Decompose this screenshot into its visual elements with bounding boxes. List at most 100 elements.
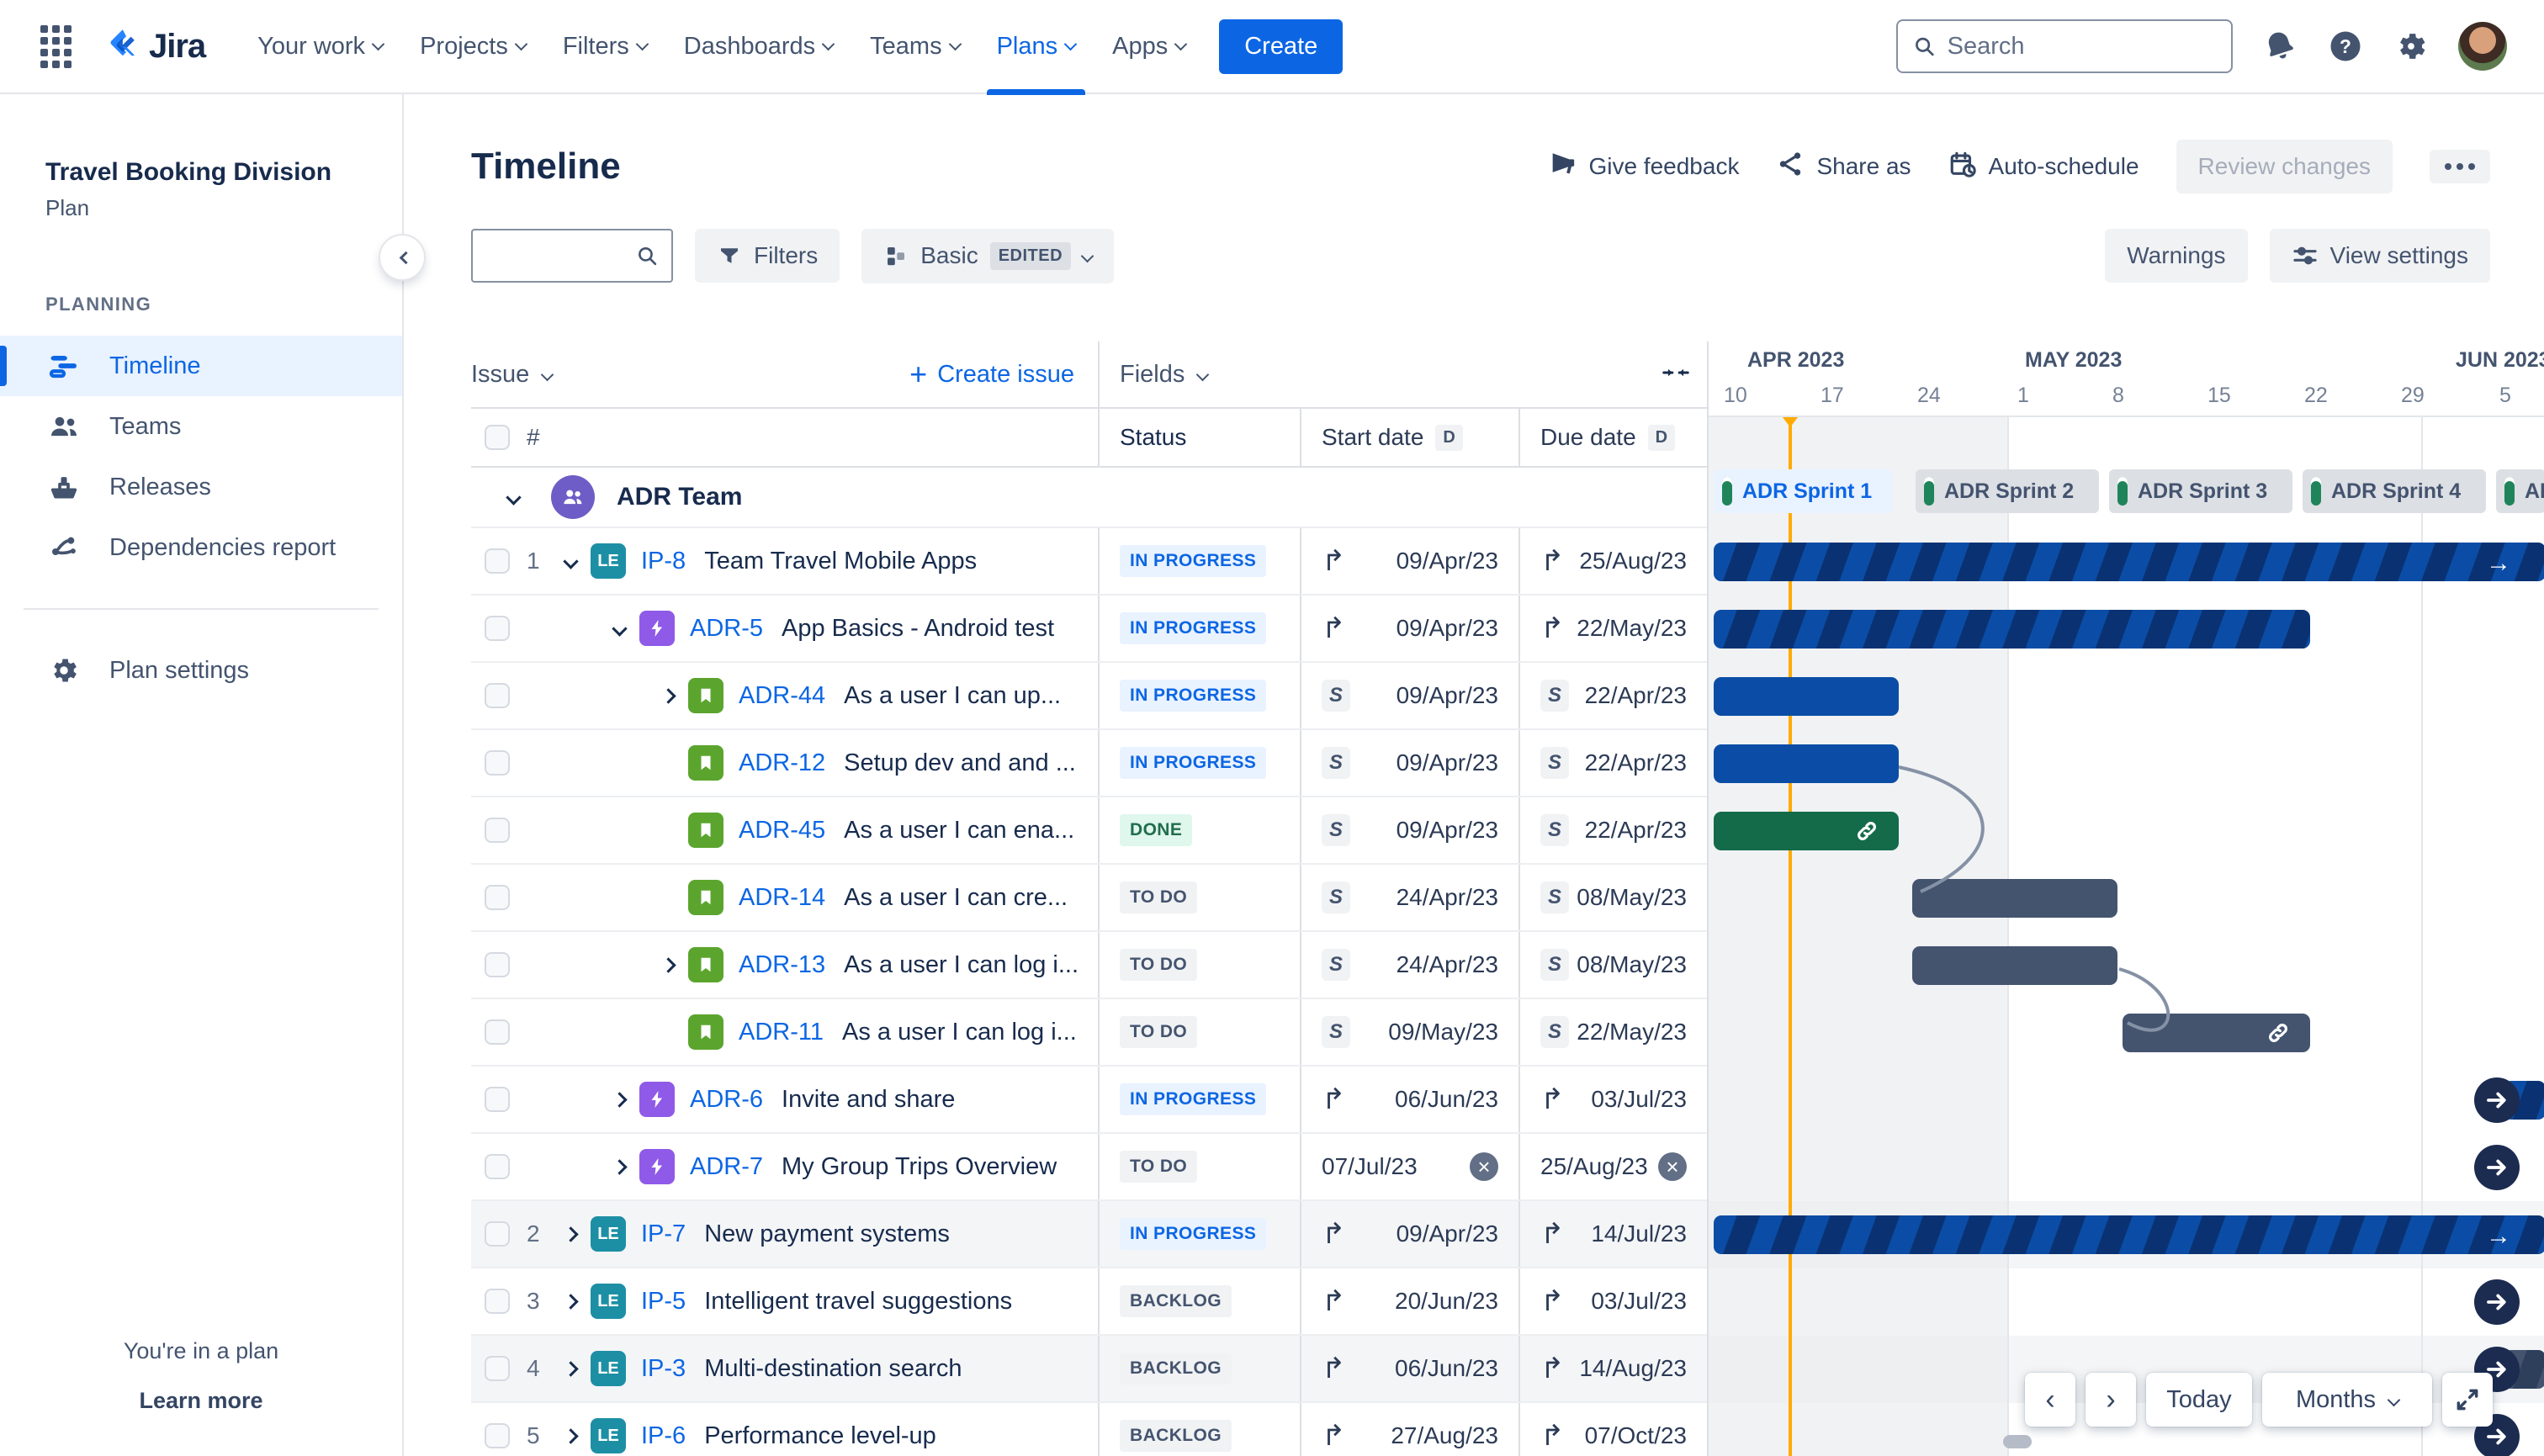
due-date-cell[interactable]: ↱ 14/Jul/23	[1518, 1201, 1707, 1267]
status-cell[interactable]: BACKLOG	[1098, 1403, 1300, 1456]
sprint-chip-adr-sprint-3[interactable]: ADR Sprint 3	[2109, 469, 2292, 513]
plan-search-input[interactable]	[486, 242, 636, 269]
start-date-cell[interactable]: 07/Jul/23 ×	[1300, 1134, 1518, 1199]
create-issue-button[interactable]: + Create issue	[909, 357, 1074, 391]
team-group-row[interactable]: ADR Team	[471, 468, 1707, 528]
start-date-cell[interactable]: ↱ 06/Jun/23	[1300, 1067, 1518, 1132]
start-date-cell[interactable]: S 09/Apr/23	[1300, 663, 1518, 728]
row-checkbox[interactable]	[485, 750, 510, 776]
horizontal-scrollbar[interactable]	[2003, 1435, 2032, 1448]
status-cell[interactable]: BACKLOG	[1098, 1268, 1300, 1334]
issue-key-link[interactable]: ADR-6	[690, 1085, 764, 1113]
nav-item-dashboards[interactable]: Dashboards	[665, 0, 851, 93]
row-checkbox[interactable]	[485, 885, 510, 910]
table-row-adr-13[interactable]: ADR-13 As a user I can log i... TO DO S 24/A…	[471, 932, 1707, 999]
table-row-ip-3[interactable]: 4 LE IP-3 Multi-destination search BACKLOG ↱ 0…	[471, 1336, 1707, 1403]
issue-key-link[interactable]: ADR-44	[739, 681, 826, 709]
status-cell[interactable]: IN PROGRESS	[1098, 1201, 1300, 1267]
status-cell[interactable]: IN PROGRESS	[1098, 730, 1300, 796]
sidebar-collapse-button[interactable]	[380, 236, 424, 279]
nav-item-plans[interactable]: Plans	[978, 0, 1094, 95]
issue-key-link[interactable]: ADR-13	[739, 950, 826, 978]
learn-more-link[interactable]: Learn more	[139, 1388, 263, 1413]
gantt-bar-adr-45[interactable]	[1714, 812, 1899, 850]
due-date-cell[interactable]: S 08/May/23	[1518, 865, 1707, 930]
sidebar-item-timeline[interactable]: Timeline	[0, 336, 402, 396]
row-checkbox[interactable]	[485, 1154, 510, 1179]
action-auto-schedule[interactable]: Auto-schedule	[1948, 150, 2139, 184]
gantt-bar-adr-13[interactable]	[1912, 946, 2117, 985]
row-checkbox[interactable]	[485, 683, 510, 708]
status-cell[interactable]: DONE	[1098, 797, 1300, 863]
sprint-chip-adr-sprint-1[interactable]: ADR Sprint 1	[1714, 469, 1892, 513]
table-row-ip-5[interactable]: 3 LE IP-5 Intelligent travel suggestions BAC…	[471, 1268, 1707, 1336]
timeline-prev-button[interactable]: ‹	[2025, 1373, 2075, 1427]
issue-key-link[interactable]: IP-5	[641, 1287, 686, 1315]
due-date-cell[interactable]: ↱ 22/May/23	[1518, 596, 1707, 661]
row-checkbox[interactable]	[485, 1356, 510, 1381]
issue-key-link[interactable]: ADR-45	[739, 816, 826, 844]
row-checkbox[interactable]	[485, 952, 510, 977]
status-cell[interactable]: BACKLOG	[1098, 1336, 1300, 1401]
plan-search[interactable]	[471, 229, 673, 283]
table-row-adr-45[interactable]: ADR-45 As a user I can ena... DONE S 09/Apr/…	[471, 797, 1707, 865]
select-all-checkbox[interactable]	[485, 425, 510, 450]
offscreen-bar-indicator[interactable]	[2474, 1077, 2520, 1123]
status-cell[interactable]: TO DO	[1098, 865, 1300, 930]
offscreen-bar-indicator[interactable]	[2474, 1279, 2520, 1325]
offscreen-bar-indicator[interactable]	[2474, 1145, 2520, 1190]
nav-item-projects[interactable]: Projects	[401, 0, 544, 93]
expand-chevron-icon[interactable]	[555, 1427, 586, 1444]
issue-key-link[interactable]: IP-3	[641, 1354, 686, 1382]
table-row-adr-5[interactable]: ADR-5 App Basics - Android test IN PROGRES…	[471, 596, 1707, 663]
help-icon[interactable]: ?	[2327, 28, 2364, 65]
nav-item-your-work[interactable]: Your work	[239, 0, 401, 93]
issue-key-link[interactable]: IP-8	[641, 547, 686, 574]
row-checkbox[interactable]	[485, 548, 510, 574]
start-date-cell[interactable]: ↱ 09/Apr/23	[1300, 1201, 1518, 1267]
sidebar-item-teams[interactable]: Teams	[0, 396, 402, 457]
fullscreen-button[interactable]	[2442, 1373, 2493, 1427]
start-date-cell[interactable]: ↱ 06/Jun/23	[1300, 1336, 1518, 1401]
sidebar-item-dependencies-report[interactable]: Dependencies report	[0, 517, 402, 578]
nav-item-teams[interactable]: Teams	[851, 0, 978, 93]
action-give-feedback[interactable]: Give feedback	[1548, 150, 1739, 184]
table-row-adr-11[interactable]: ADR-11 As a user I can log i... TO DO S 09/M…	[471, 999, 1707, 1067]
table-row-adr-6[interactable]: ADR-6 Invite and share IN PROGRESS ↱ 06/Jun/…	[471, 1067, 1707, 1134]
timeline-next-button[interactable]: ›	[2086, 1373, 2136, 1427]
sprint-chip-adr-sprint-4[interactable]: ADR Sprint 4	[2303, 469, 2486, 513]
dependency-link-icon[interactable]	[2265, 1019, 2292, 1051]
expand-chevron-icon[interactable]	[653, 687, 683, 704]
start-date-cell[interactable]: ↱ 09/Apr/23	[1300, 528, 1518, 594]
status-cell[interactable]: IN PROGRESS	[1098, 528, 1300, 594]
due-date-cell[interactable]: 25/Aug/23 ×	[1518, 1134, 1707, 1199]
issue-key-link[interactable]: ADR-5	[690, 614, 764, 642]
dependency-link-icon[interactable]	[1853, 818, 1880, 849]
gantt-bar-adr-44[interactable]	[1714, 677, 1899, 716]
start-date-cell[interactable]: ↱ 09/Apr/23	[1300, 596, 1518, 661]
expand-chevron-icon[interactable]	[555, 1293, 586, 1310]
settings-icon[interactable]	[2393, 28, 2430, 65]
warnings-button[interactable]: Warnings	[2105, 229, 2248, 283]
start-date-cell[interactable]: S 09/May/23	[1300, 999, 1518, 1065]
fields-dropdown[interactable]: Fields	[1120, 361, 1210, 389]
status-cell[interactable]: IN PROGRESS	[1098, 596, 1300, 661]
start-date-cell[interactable]: ↱ 20/Jun/23	[1300, 1268, 1518, 1334]
expand-chevron-icon[interactable]	[653, 956, 683, 973]
sidebar-item-plan-settings[interactable]: Plan settings	[0, 640, 402, 701]
nav-item-filters[interactable]: Filters	[544, 0, 665, 93]
group-expand-chevron-icon[interactable]	[506, 489, 522, 506]
issue-key-link[interactable]: ADR-11	[739, 1018, 824, 1046]
row-checkbox[interactable]	[485, 1087, 510, 1112]
row-checkbox[interactable]	[485, 1019, 510, 1045]
table-row-ip-8[interactable]: 1 LE IP-8 Team Travel Mobile Apps IN PROGRES…	[471, 528, 1707, 596]
expand-chevron-icon[interactable]	[555, 553, 586, 569]
table-row-adr-7[interactable]: ADR-7 My Group Trips Overview TO DO 07/Jul/…	[471, 1134, 1707, 1201]
sprint-chip-adr-sprint-2[interactable]: ADR Sprint 2	[1916, 469, 2099, 513]
collapse-columns-icon[interactable]	[1662, 358, 1690, 391]
gantt-bar-adr-12[interactable]	[1714, 744, 1899, 783]
gantt-bar-adr-5[interactable]	[1714, 610, 2310, 649]
table-row-adr-14[interactable]: ADR-14 As a user I can cre... TO DO S 24/Apr…	[471, 865, 1707, 932]
due-date-cell[interactable]: ↱ 14/Aug/23	[1518, 1336, 1707, 1401]
table-row-adr-44[interactable]: ADR-44 As a user I can up... IN PROGRESS S 0…	[471, 663, 1707, 730]
